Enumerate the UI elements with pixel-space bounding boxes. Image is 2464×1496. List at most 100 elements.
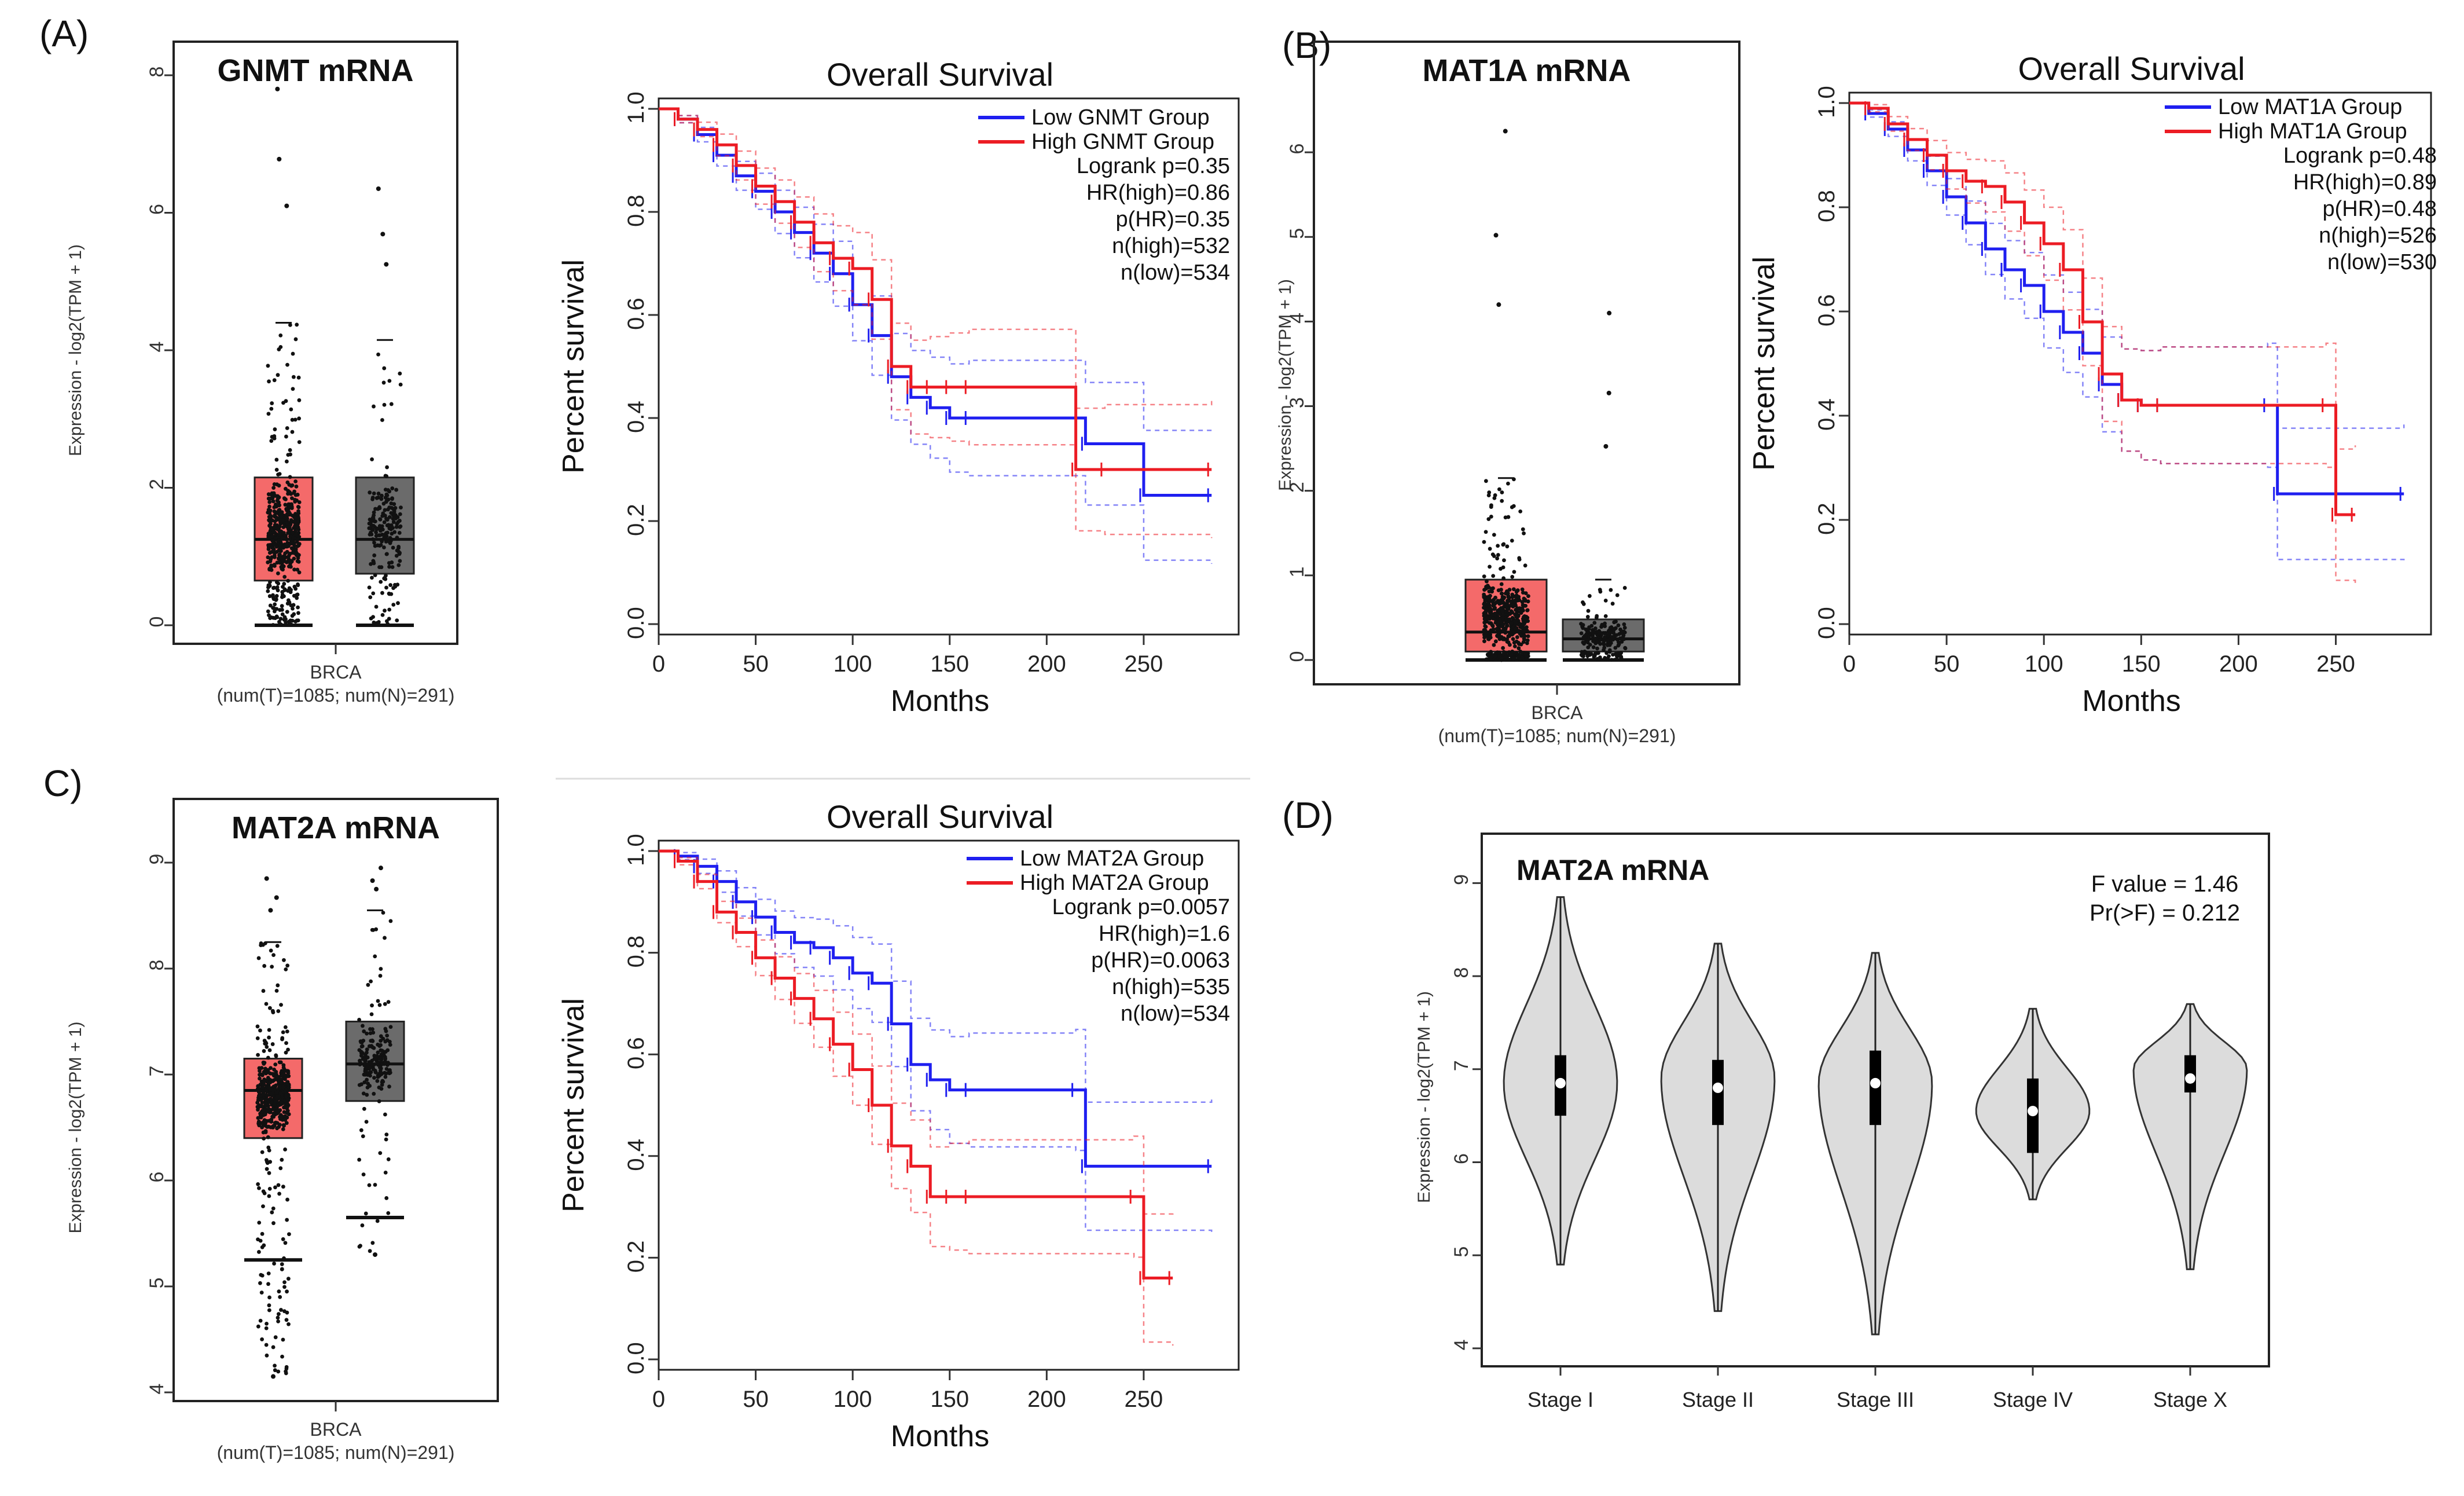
data-point [288,534,292,538]
data-point [259,1290,264,1295]
data-point [358,1062,362,1067]
data-point [1488,593,1492,598]
data-point [1484,584,1488,589]
data-point [390,486,395,490]
data-point [269,527,274,531]
data-point [1609,625,1614,629]
data-point [1506,595,1511,599]
data-point [262,1092,266,1097]
data-point [294,484,299,489]
violin-median [1555,1077,1566,1088]
data-point [368,1061,373,1065]
data-point [396,563,401,567]
data-point [267,1006,272,1010]
B-box-group: MAT1A mRNA 0 1 2 3 4 5 6 Expression - log2(TPM +… [1276,41,1740,746]
data-point [1499,582,1504,586]
data-point [364,1120,369,1124]
ci-upper [659,850,1174,1215]
data-point [385,498,390,503]
data-point [1611,628,1616,632]
data-point [376,492,381,496]
data-point [381,911,385,915]
data-point [257,1087,261,1091]
data-point [1605,638,1610,643]
data-point [380,1048,384,1053]
data-point [274,1076,278,1081]
data-point [286,555,291,560]
data-point [372,561,376,566]
data-point [268,1097,273,1101]
data-point [277,532,282,537]
data-point [276,983,280,988]
data-point [389,501,394,505]
data-point [293,586,298,591]
data-point [288,564,293,569]
data-point [1523,591,1528,596]
data-point [285,362,289,367]
data-point [297,500,302,504]
data-point [395,536,399,540]
data-point [361,1091,366,1096]
data-point [384,1071,388,1076]
data-point [272,609,277,614]
data-point [297,416,302,421]
data-point [1511,587,1516,592]
data-point [362,1029,366,1033]
data-point [279,1077,284,1082]
y-tick-label: 0.2 [623,1241,649,1273]
data-point [1593,626,1598,630]
data-point [274,457,279,462]
x-tick-label: Stage X [2153,1388,2227,1411]
y-tick-label: 0.2 [623,504,649,536]
y-axis-label: Expression - log2(TPM + 1) [66,244,85,456]
data-point [277,1191,281,1196]
data-point [260,1073,265,1077]
data-point [260,1150,265,1154]
data-point [276,1315,280,1320]
data-point [296,531,301,535]
data-point [262,1062,266,1066]
data-point [271,1010,276,1014]
data-point [285,1097,290,1101]
data-point [1504,589,1509,593]
data-point [1501,646,1505,650]
data-point [390,560,394,564]
data-point [267,379,271,384]
data-point [1497,618,1502,622]
data-point [271,623,276,627]
x-tick-label: Stage III [1837,1388,1914,1411]
legend-label: High MAT1A Group [2218,119,2407,144]
data-point [1520,655,1525,660]
data-point [359,1040,363,1044]
data-point [1582,636,1587,641]
data-point [273,1121,277,1125]
data-point [261,1204,265,1209]
data-point [363,1211,368,1216]
x-tick-label: 100 [833,1387,872,1412]
data-point [1506,640,1511,644]
x-tick-label: 200 [2219,651,2258,677]
data-point [277,495,281,500]
x-tick-label: 150 [930,1387,969,1412]
data-point [285,541,290,545]
data-point [1501,650,1506,654]
data-point [273,1335,278,1340]
data-point [260,1085,265,1090]
data-point [280,1262,284,1267]
data-point [270,1087,274,1092]
data-point [1488,547,1492,551]
y-tick-label: 4 [146,342,168,353]
y-tick-label: 0.0 [1814,607,1839,639]
stat-text: n(high)=526 [2319,223,2437,248]
data-point [276,571,280,575]
data-point [382,545,386,549]
data-point [366,1081,370,1086]
data-point [370,575,374,580]
data-point [278,1100,283,1105]
outlier-point [1606,390,1611,395]
data-point [271,545,275,550]
data-point [383,1002,387,1006]
data-point [277,525,282,529]
data-point [1607,648,1612,652]
data-point [1492,643,1496,647]
